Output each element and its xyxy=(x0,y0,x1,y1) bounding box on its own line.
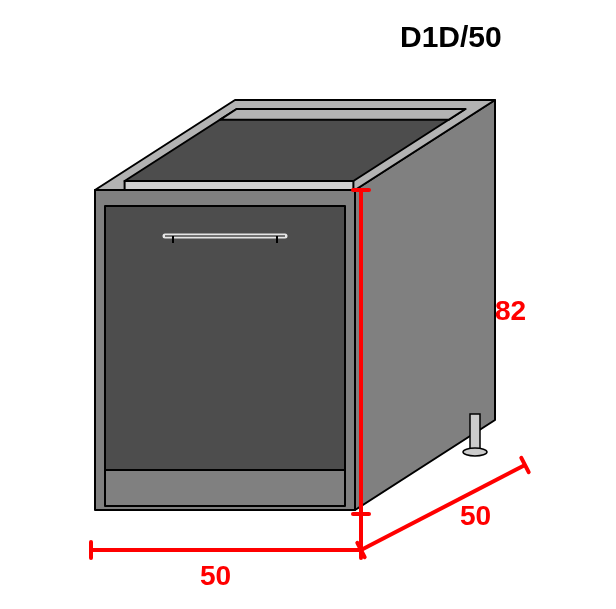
svg-rect-12 xyxy=(470,414,480,449)
svg-point-13 xyxy=(463,448,487,456)
svg-marker-4 xyxy=(220,109,466,120)
svg-marker-11 xyxy=(105,470,345,506)
svg-marker-6 xyxy=(105,206,345,470)
